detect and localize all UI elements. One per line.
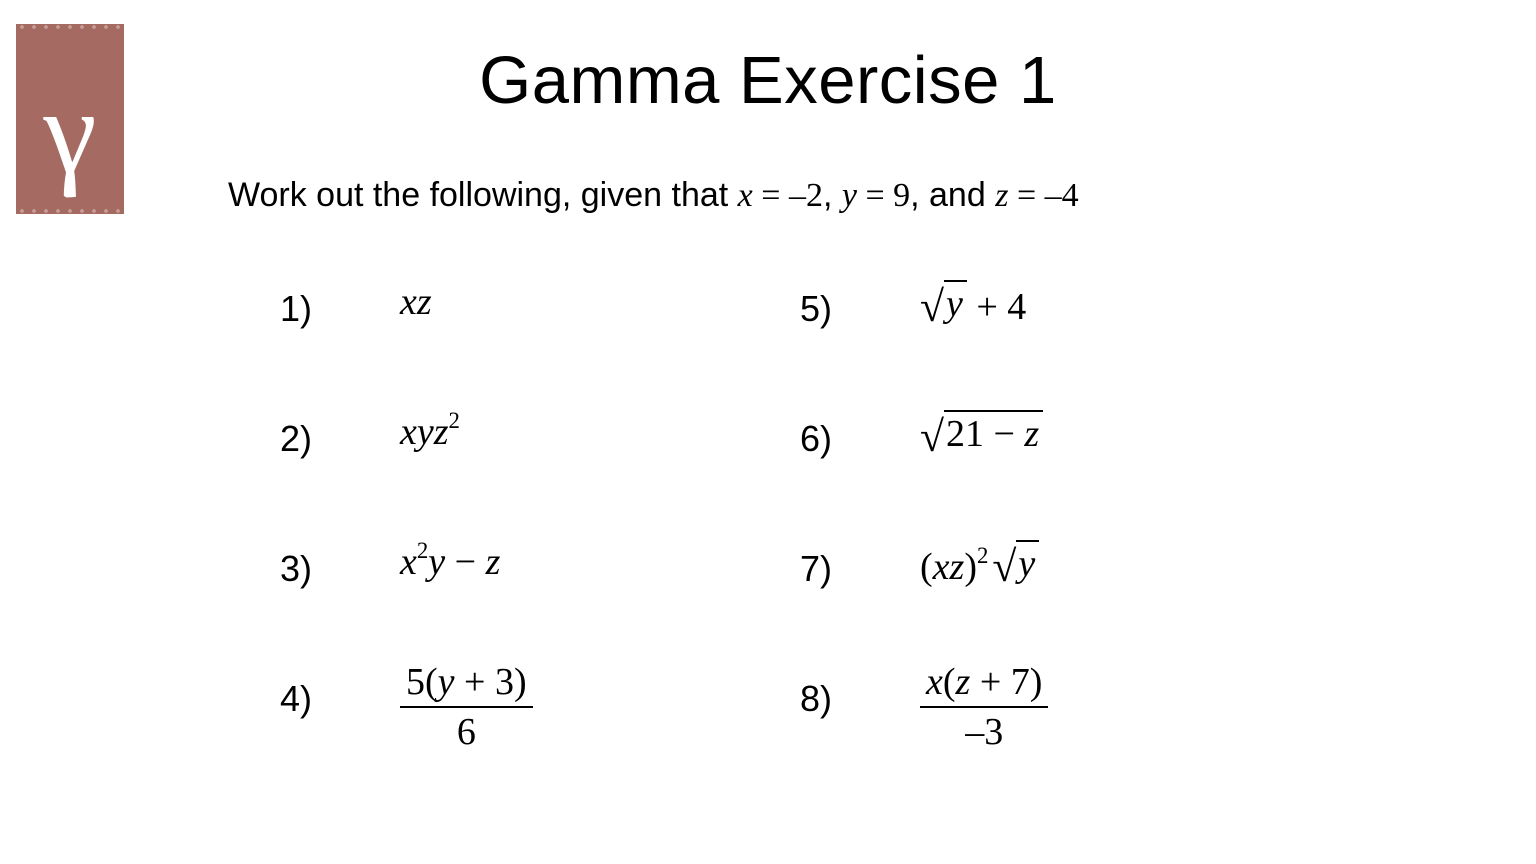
expr-exp: 2 (977, 543, 988, 568)
instructions-text: Work out the following, given that x = –… (228, 176, 1079, 215)
expr-5open: 5( (406, 661, 438, 703)
val-y: 9 (893, 177, 910, 214)
problem-number: 2) (280, 418, 312, 460)
eq-x: = (753, 177, 789, 214)
radical-icon: √ (920, 283, 944, 331)
fraction-top: x(z + 7) (920, 660, 1048, 708)
problem-expression: x2y − z (400, 540, 500, 584)
problem-number: 8) (800, 678, 832, 720)
expr-z: z (486, 541, 501, 583)
sqrt: √y (920, 280, 967, 330)
problem-expression: √21 − z (920, 410, 1043, 460)
instructions-prefix: Work out the following, given that (228, 176, 738, 214)
expr-y: y (1018, 543, 1035, 585)
expr-z: z (956, 661, 971, 703)
sqrt: √y (992, 540, 1039, 590)
radicand: 21 − z (944, 410, 1043, 456)
var-y: y (842, 177, 857, 214)
problem-expression: (xz)2 √y (920, 540, 1039, 590)
fraction-bottom: –3 (920, 708, 1048, 754)
expr-plus4: + 4 (967, 286, 1026, 328)
problem-number: 6) (800, 418, 832, 460)
problems-col-right: 5) √y + 4 6) √21 − z 7) (xz)2 √y (800, 280, 1280, 800)
expr-exp: 2 (449, 408, 460, 433)
val-x: –2 (789, 177, 823, 214)
problem-expression: 5(y + 3) 6 (400, 660, 533, 754)
sqrt: √21 − z (920, 410, 1043, 460)
problem-6: 6) √21 − z (800, 410, 1280, 540)
expr-x: x (926, 661, 943, 703)
fraction: 5(y + 3) 6 (400, 660, 533, 754)
sep2: , and (910, 176, 995, 214)
radicand: y (944, 280, 967, 326)
problem-number: 1) (280, 288, 312, 330)
radical-icon: √ (992, 543, 1016, 591)
expr-base: xyz (400, 411, 449, 453)
problem-8: 8) x(z + 7) –3 (800, 670, 1280, 800)
expr-y: y (946, 283, 963, 325)
var-x: x (738, 177, 753, 214)
fraction-bottom: 6 (400, 708, 533, 754)
problem-2: 2) xyz2 (280, 410, 760, 540)
fraction: x(z + 7) –3 (920, 660, 1048, 754)
expr-21minus: 21 − (946, 413, 1024, 455)
radical-icon: √ (920, 413, 944, 461)
problem-5: 5) √y + 4 (800, 280, 1280, 410)
val-z: –4 (1045, 177, 1079, 214)
expr-xz: xz (933, 546, 965, 588)
problem-number: 4) (280, 678, 312, 720)
eq-z: = (1008, 177, 1044, 214)
expr-y: y (438, 661, 455, 703)
problem-number: 5) (800, 288, 832, 330)
expr-close: ) (964, 546, 977, 588)
radicand: y (1016, 540, 1039, 586)
fraction-top: 5(y + 3) (400, 660, 533, 708)
problem-3: 3) x2y − z (280, 540, 760, 670)
var-z: z (995, 177, 1008, 214)
problem-expression: x(z + 7) –3 (920, 660, 1048, 754)
problem-4: 4) 5(y + 3) 6 (280, 670, 760, 800)
problems-col-left: 1) xz 2) xyz2 3) x2y − z 4) 5(y + 3) (280, 280, 760, 800)
problem-7: 7) (xz)2 √y (800, 540, 1280, 670)
eq-y: = (857, 177, 893, 214)
expr-xz: xz (400, 281, 432, 323)
expr-z: z (1024, 413, 1039, 455)
expr-plus3: + 3) (455, 661, 527, 703)
problem-expression: xz (400, 280, 432, 324)
expr-open: ( (920, 546, 933, 588)
expr-plus7: + 7) (970, 661, 1042, 703)
expr-y: y (428, 541, 445, 583)
problem-expression: √y + 4 (920, 280, 1026, 330)
problem-number: 7) (800, 548, 832, 590)
sep1: , (823, 176, 842, 214)
problem-expression: xyz2 (400, 410, 460, 454)
expr-minus: − (445, 541, 485, 583)
expr-exp: 2 (417, 538, 428, 563)
page-title: Gamma Exercise 1 (0, 42, 1536, 119)
expr-x: x (400, 541, 417, 583)
problem-1: 1) xz (280, 280, 760, 410)
expr-open: ( (943, 661, 956, 703)
problem-number: 3) (280, 548, 312, 590)
